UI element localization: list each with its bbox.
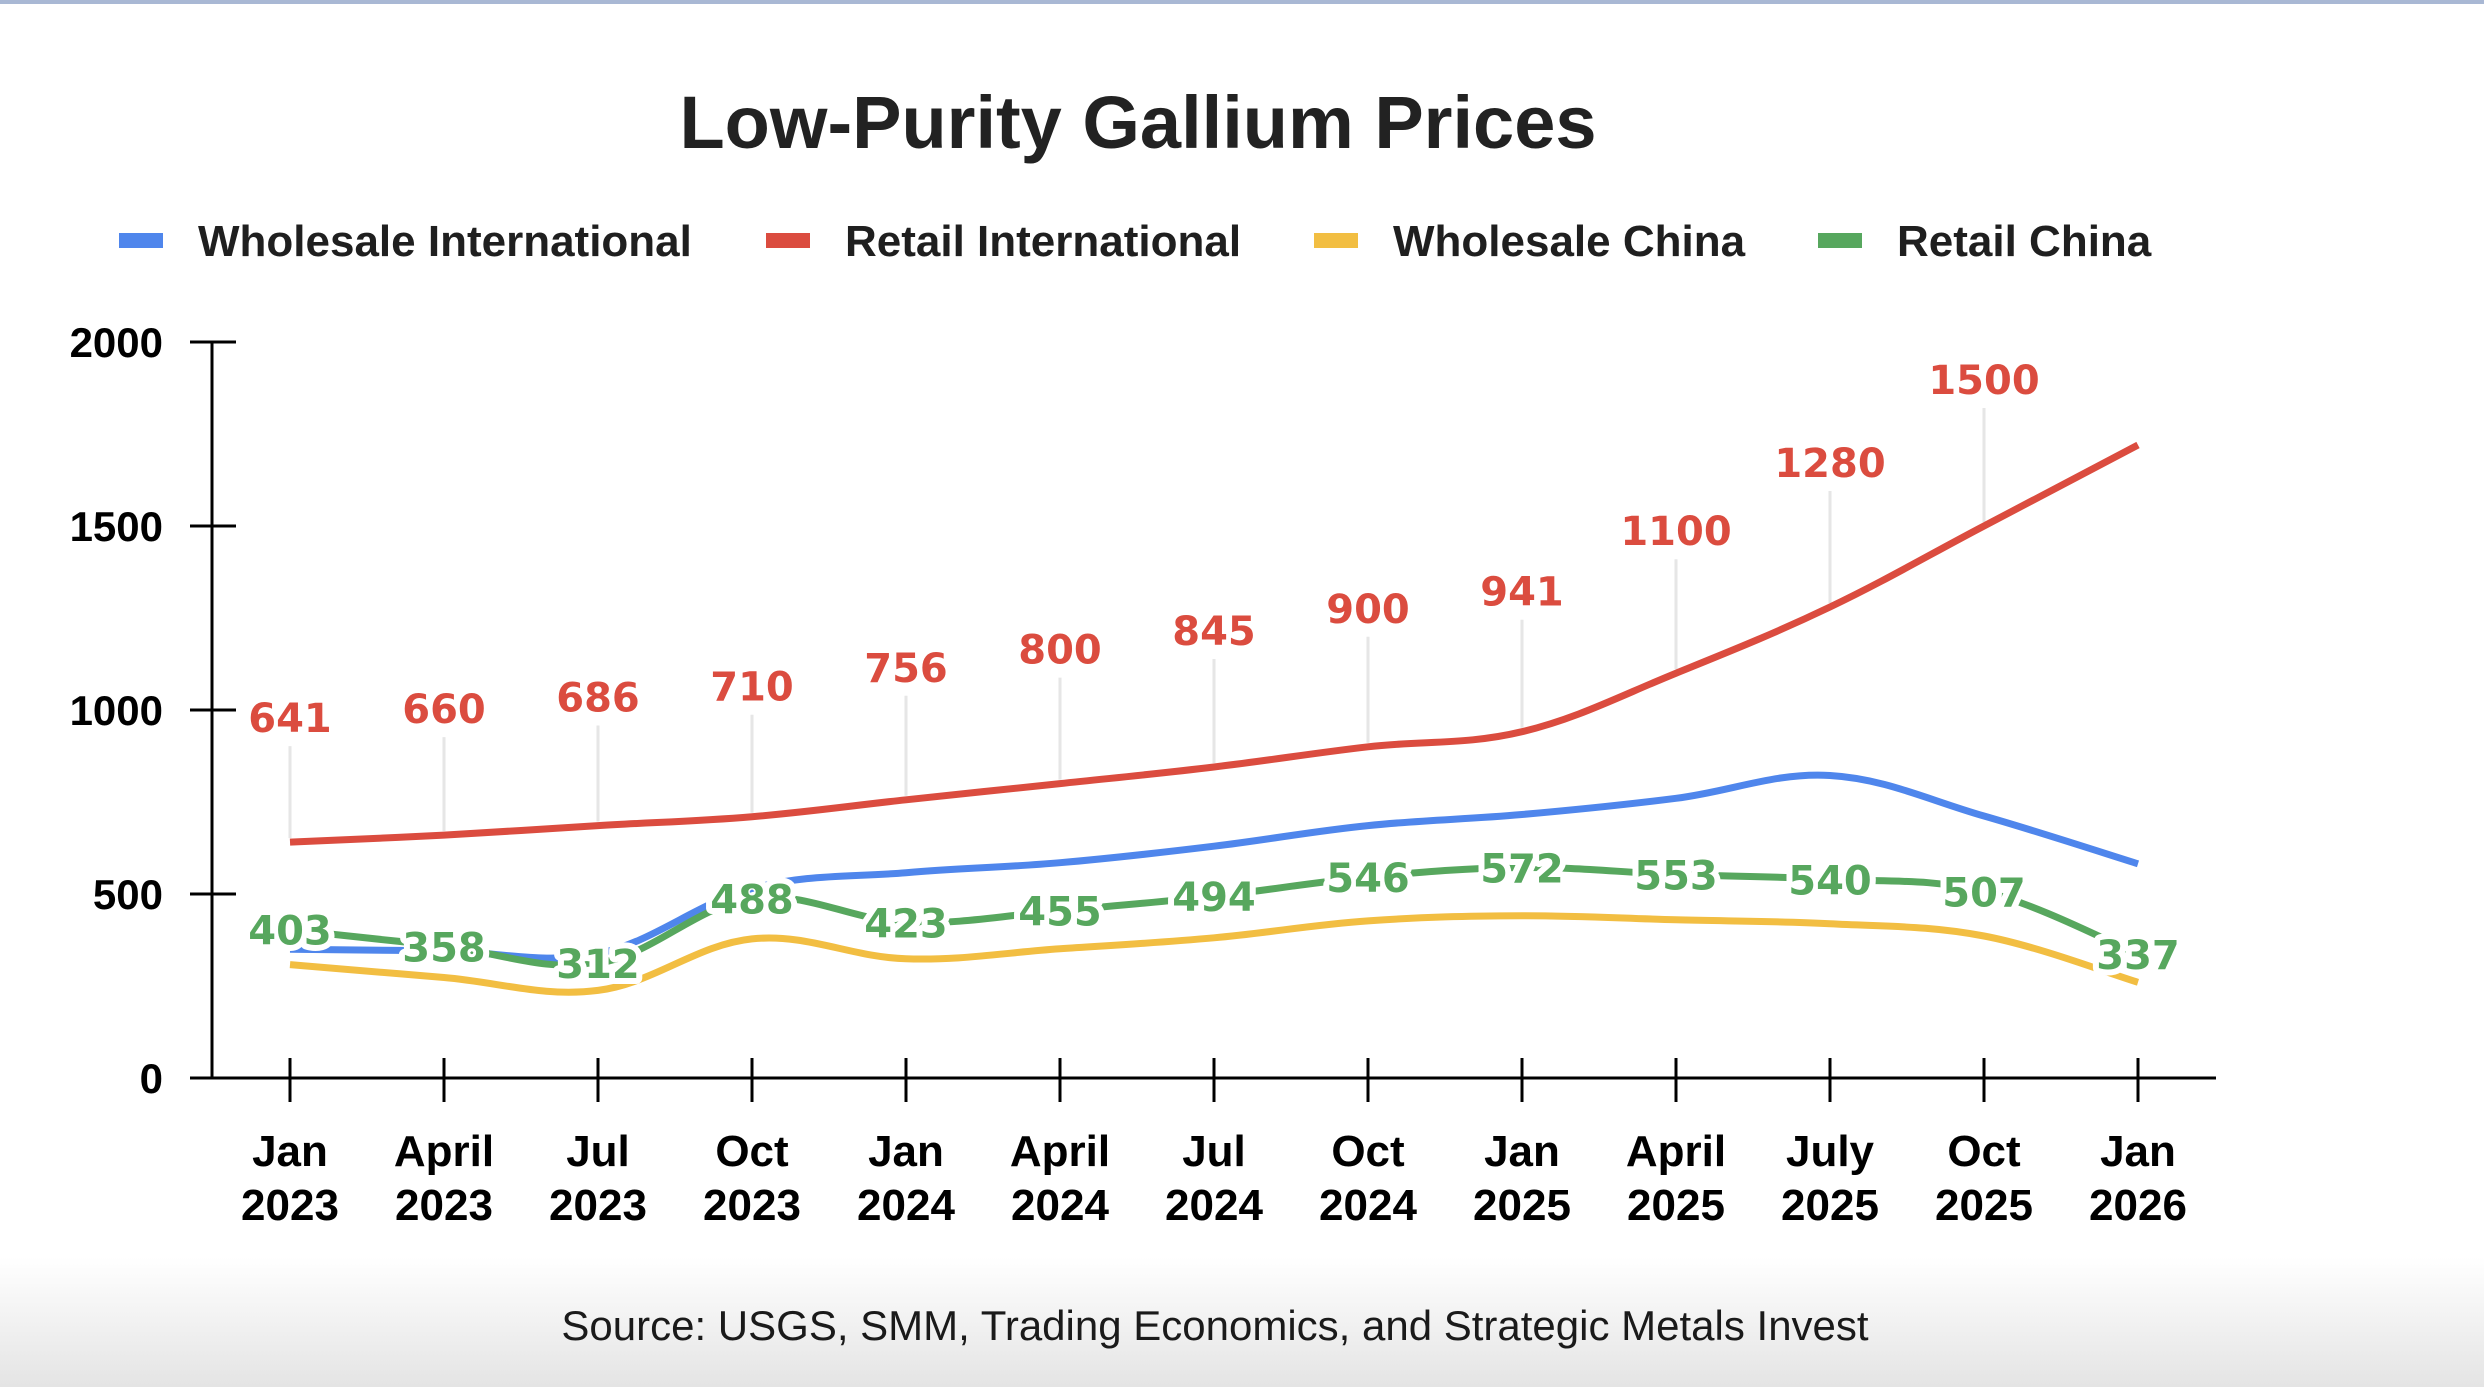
data-label-retail-international: 941 — [1480, 570, 1564, 616]
data-label-retail-china: 358 — [402, 925, 486, 971]
data-labels: 641 660 686 710 756 800 845 900 941 1100 1280 1500 4… — [242, 358, 2186, 994]
data-label-retail-international: 756 — [864, 646, 948, 692]
x-tick-label-month: Oct — [1947, 1127, 2021, 1176]
x-tick-label-year: 2023 — [703, 1181, 801, 1230]
x-tick-label-month: Jan — [1484, 1127, 1560, 1176]
legend-swatch-icon — [119, 233, 163, 248]
x-tick-label-year: 2025 — [1627, 1181, 1725, 1230]
data-label-retail-china: 546 — [1326, 856, 1410, 902]
x-tick-label-month: April — [394, 1127, 494, 1176]
y-tick-label: 1500 — [70, 503, 163, 550]
x-tick-label-month: April — [1010, 1127, 1110, 1176]
legend-item: Retail China — [1818, 217, 2152, 266]
x-tick-label-month: Jul — [566, 1127, 630, 1176]
data-label-retail-china: 488 — [710, 877, 794, 923]
data-label-retail-international: 800 — [1018, 628, 1102, 674]
legend-item: Retail International — [766, 217, 1241, 266]
x-tick-label-year: 2024 — [1319, 1181, 1417, 1230]
legend-swatch-icon — [1818, 233, 1862, 248]
data-label-retail-international: 845 — [1172, 609, 1256, 655]
bottom-shadow — [0, 1257, 2484, 1387]
label-leader-lines — [288, 408, 1986, 839]
x-tick-label-year: 2023 — [549, 1181, 647, 1230]
x-tick-label-year: 2024 — [1165, 1181, 1263, 1230]
data-label-retail-international: 686 — [556, 676, 640, 722]
series-line-retail-international — [289, 441, 2140, 846]
data-label-retail-china: 494 — [1172, 875, 1256, 921]
data-label-retail-international: 710 — [710, 665, 794, 711]
window-top-border — [0, 0, 2484, 4]
data-label-retail-international: 900 — [1326, 587, 1410, 633]
data-label-retail-international: 1280 — [1774, 441, 1885, 487]
data-label-retail-china: 540 — [1788, 858, 1872, 904]
legend-swatch-icon — [766, 233, 810, 248]
series-line-wholesale-international — [289, 771, 2140, 962]
legend-item: Wholesale International — [119, 217, 692, 266]
x-tick-label-month: Oct — [1331, 1127, 1405, 1176]
x-tick-label-month: April — [1626, 1127, 1726, 1176]
x-tick-label-year: 2026 — [2089, 1181, 2187, 1230]
x-tick-label-month: Oct — [715, 1127, 789, 1176]
legend-label: Wholesale China — [1393, 217, 1746, 266]
series-line-wholesale-china — [289, 912, 2140, 996]
x-tick-label-year: 2023 — [241, 1181, 339, 1230]
data-label-retail-international: 1100 — [1620, 509, 1731, 555]
x-tick-label-year: 2024 — [1011, 1181, 1109, 1230]
data-label-retail-china: 312 — [556, 942, 640, 988]
chart-title: Low-Purity Gallium Prices — [679, 81, 1596, 164]
data-label-retail-china: 553 — [1634, 853, 1718, 899]
x-tick-label-month: Jul — [1182, 1127, 1246, 1176]
x-tick-label-month: Jan — [2100, 1127, 2176, 1176]
y-tick-label: 2000 — [70, 319, 163, 366]
data-label-retail-international: 660 — [402, 687, 486, 733]
x-tick-label-year: 2025 — [1935, 1181, 2033, 1230]
x-tick-label-year: 2025 — [1781, 1181, 1879, 1230]
legend: Wholesale International Retail Internatio… — [119, 217, 2152, 266]
y-tick-label: 1000 — [70, 687, 163, 734]
data-label-retail-china: 455 — [1018, 890, 1102, 936]
x-tick-label-month: July — [1786, 1127, 1875, 1176]
data-label-retail-international: 1500 — [1928, 358, 2039, 404]
data-label-retail-china: 337 — [2096, 933, 2180, 979]
legend-swatch-icon — [1314, 233, 1358, 248]
series-lines — [289, 441, 2140, 996]
x-tick-label-month: Jan — [868, 1127, 944, 1176]
data-label-retail-china: 423 — [864, 901, 948, 947]
legend-label: Retail China — [1897, 217, 2152, 266]
legend-item: Wholesale China — [1314, 217, 1746, 266]
data-label-retail-china: 572 — [1480, 847, 1564, 893]
source-note: Source: USGS, SMM, Trading Economics, an… — [561, 1302, 1869, 1349]
data-label-retail-china: 507 — [1942, 870, 2026, 916]
legend-label: Wholesale International — [198, 217, 692, 266]
x-tick-label-year: 2025 — [1473, 1181, 1571, 1230]
x-tick-label-year: 2024 — [857, 1181, 955, 1230]
data-label-retail-international: 641 — [248, 696, 332, 742]
legend-label: Retail International — [845, 217, 1241, 266]
series-line-retail-china — [289, 863, 2140, 969]
x-tick-label-month: Jan — [252, 1127, 328, 1176]
x-tick-label-year: 2023 — [395, 1181, 493, 1230]
y-tick-label: 500 — [93, 871, 163, 918]
axes: 0 500 1000 1500 2000 Jan 2023 April 2023 Jul 2023 O… — [70, 319, 2216, 1230]
y-tick-label: 0 — [140, 1055, 163, 1102]
data-label-retail-china: 403 — [248, 909, 332, 955]
